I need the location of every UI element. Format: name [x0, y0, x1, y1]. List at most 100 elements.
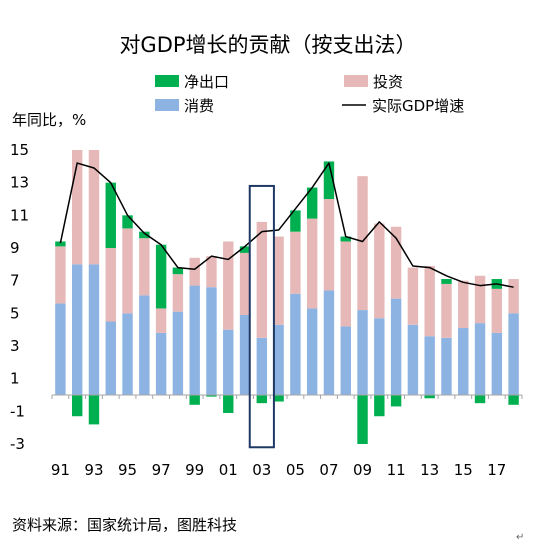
bar-consumption-2009 — [357, 310, 368, 395]
y-tick-label: 13 — [10, 174, 29, 192]
x-tick-label: 11 — [387, 461, 406, 479]
x-tick-label: 03 — [252, 461, 271, 479]
bar-investment-2015 — [458, 280, 469, 329]
bar-investment-2003 — [256, 221, 268, 338]
bar-net-exports-2009 — [357, 395, 368, 444]
bar-consumption-2011 — [390, 298, 402, 395]
bar-consumption-1992 — [71, 264, 83, 395]
bar-investment-2018 — [508, 279, 519, 314]
axes-group — [51, 394, 523, 399]
bar-net-exports-2011 — [390, 395, 402, 407]
legend-swatch-investment — [344, 75, 368, 87]
bar-consumption-2013 — [424, 336, 435, 395]
bar-investment-1998 — [172, 274, 184, 312]
bar-investment-2001 — [223, 241, 234, 330]
x-tick-label: 95 — [118, 461, 137, 479]
bar-net-exports-2001 — [223, 395, 234, 413]
y-tick-label: 1 — [10, 370, 20, 388]
bar-net-exports-1994 — [105, 182, 116, 248]
bar-investment-1997 — [155, 308, 167, 333]
bar-investment-2009 — [357, 176, 368, 311]
bar-net-exports-1992 — [71, 395, 83, 417]
y-tick-labels: 15 13 11 9 7 5 3 1 -1 -3 — [10, 141, 29, 453]
bar-net-exports-1991 — [55, 241, 66, 247]
legend-label-consumption: 消费 — [184, 97, 214, 115]
gdp-line-group — [59, 162, 514, 288]
highlight-group — [248, 184, 275, 449]
bar-net-exports-2014 — [441, 279, 452, 284]
bar-investment-2011 — [390, 226, 402, 299]
bar-consumption-2001 — [223, 329, 234, 395]
bar-investment-2006 — [306, 218, 318, 309]
bar-consumption-1994 — [105, 321, 116, 395]
highlight-box-2003 — [248, 184, 275, 449]
y-axis-label: 年同比，% — [12, 111, 86, 129]
bar-investment-1995 — [122, 228, 133, 314]
bar-investment-2010 — [374, 223, 385, 319]
bar-consumption-2005 — [290, 293, 301, 395]
bar-investment-1994 — [105, 248, 116, 322]
bar-net-exports-2002 — [239, 246, 251, 253]
y-tick-label: -3 — [10, 435, 25, 453]
legend-swatch-net-exports — [155, 75, 179, 87]
y-tick-label: 7 — [10, 272, 20, 290]
bar-investment-2000 — [206, 256, 217, 288]
chart-title: 对GDP增长的贡献（按支出法） — [119, 33, 416, 57]
x-tick-label: 91 — [51, 461, 70, 479]
legend-swatch-consumption — [155, 99, 179, 111]
bar-consumption-2015 — [458, 328, 469, 395]
legend-label-investment: 投资 — [373, 73, 403, 91]
y-tick-label: -1 — [10, 402, 25, 420]
bar-net-exports-2007 — [323, 161, 335, 199]
bar-net-exports-1993 — [88, 395, 100, 425]
bar-investment-2016 — [474, 275, 486, 324]
bar-net-exports-2000 — [206, 395, 217, 397]
bar-net-exports-2008 — [340, 236, 351, 242]
x-tick-label: 01 — [219, 461, 238, 479]
bar-investment-2012 — [407, 267, 419, 325]
bar-investment-1993 — [88, 150, 100, 265]
bar-consumption-1998 — [172, 311, 184, 395]
legend-label-net-exports: 净出口 — [184, 73, 229, 91]
legend: 净出口 投资 消费 实际GDP增速 — [155, 73, 464, 115]
bar-consumption-2002 — [239, 314, 251, 395]
bar-consumption-1996 — [139, 295, 150, 395]
x-tick-labels: 91 93 95 97 99 01 03 05 07 09 11 13 15 17 — [51, 461, 507, 479]
y-tick-label: 5 — [10, 304, 20, 322]
bars-group — [55, 150, 519, 444]
bar-net-exports-1999 — [189, 395, 200, 405]
bar-consumption-2004 — [273, 324, 284, 395]
bar-consumption-2017 — [491, 332, 503, 395]
bar-net-exports-2010 — [374, 395, 385, 417]
x-tick-label: 09 — [353, 461, 372, 479]
bar-investment-1991 — [55, 246, 66, 304]
bar-consumption-1993 — [88, 264, 100, 395]
bar-consumption-2008 — [340, 326, 351, 395]
bar-investment-1999 — [189, 257, 200, 286]
bar-consumption-2012 — [407, 324, 419, 395]
bar-net-exports-2006 — [306, 187, 318, 219]
bar-net-exports-2018 — [508, 395, 519, 405]
legend-label-gdp: 实际GDP增速 — [372, 97, 464, 115]
bar-consumption-2018 — [508, 313, 519, 395]
gdp-growth-line — [59, 162, 514, 288]
bar-net-exports-1995 — [122, 215, 133, 229]
bar-investment-2005 — [290, 231, 301, 294]
x-tick-label: 05 — [286, 461, 305, 479]
bar-consumption-2007 — [323, 290, 335, 395]
bar-consumption-2003 — [256, 337, 268, 395]
bar-investment-1992 — [71, 150, 83, 265]
y-tick-label: 3 — [10, 337, 20, 355]
bar-consumption-1995 — [122, 313, 133, 395]
x-tick-label: 93 — [84, 461, 103, 479]
bar-consumption-2016 — [474, 323, 486, 395]
bar-investment-2007 — [323, 199, 335, 291]
corner-mark: ↵ — [516, 532, 524, 543]
bar-consumption-2010 — [374, 318, 385, 395]
bar-investment-2008 — [340, 241, 351, 327]
y-tick-label: 11 — [10, 206, 29, 224]
x-tick-label: 13 — [420, 461, 439, 479]
y-tick-label: 9 — [10, 239, 20, 257]
bar-investment-2014 — [441, 283, 452, 338]
x-tick-label: 17 — [487, 461, 506, 479]
